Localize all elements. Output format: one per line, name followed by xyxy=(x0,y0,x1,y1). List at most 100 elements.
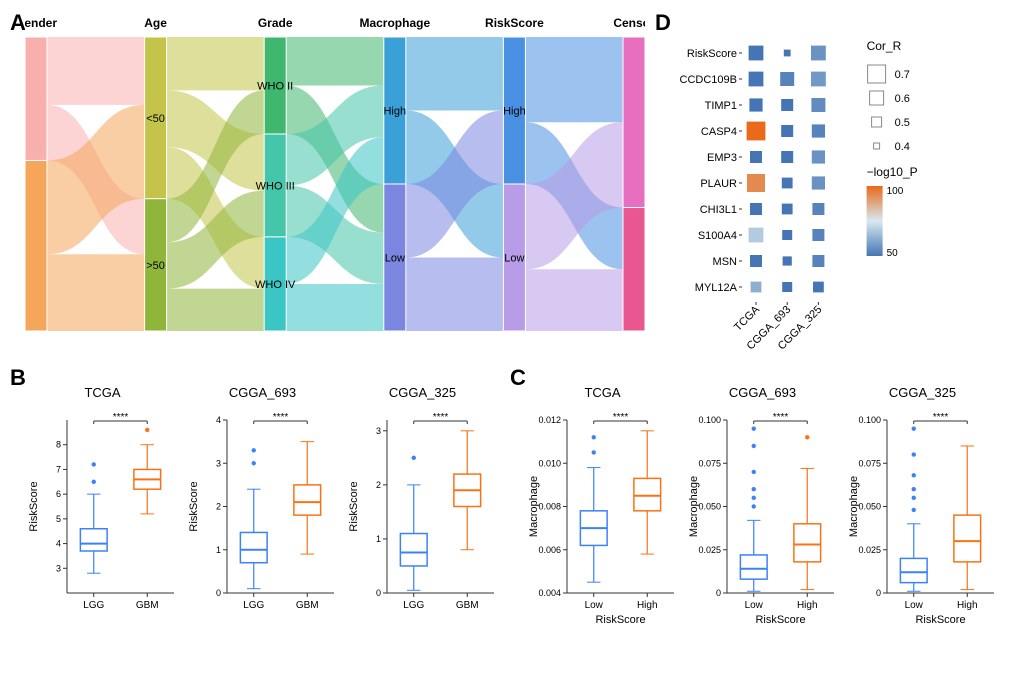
svg-text:0.075: 0.075 xyxy=(858,458,881,468)
svg-text:RiskScore: RiskScore xyxy=(188,481,200,531)
dotmatrix-container: RiskScoreCCDC109BTIMP1CASP4EMP3PLAURCHI3… xyxy=(665,30,1020,365)
svg-text:0.050: 0.050 xyxy=(698,502,721,512)
svg-text:0.7: 0.7 xyxy=(895,69,910,81)
boxplot: TCGA 0.004 0.006 0.008 0.010 0.012 Macrophage L… xyxy=(525,385,680,635)
svg-text:GBM: GBM xyxy=(296,600,319,611)
alluvial-cat-label: WHO III xyxy=(256,180,295,192)
svg-text:0.100: 0.100 xyxy=(858,415,881,425)
svg-text:Macrophage: Macrophage xyxy=(528,476,540,537)
svg-text:7: 7 xyxy=(56,464,61,474)
svg-text:0.008: 0.008 xyxy=(538,502,561,512)
svg-text:0.075: 0.075 xyxy=(698,458,721,468)
svg-text:Cor_R: Cor_R xyxy=(867,39,902,53)
svg-text:****: **** xyxy=(613,412,629,423)
svg-text:High: High xyxy=(797,600,818,611)
alluvial-svg: GenderFemaleMaleAge<50>50GradeWHO IIWHO … xyxy=(25,15,645,335)
svg-text:0.4: 0.4 xyxy=(895,141,910,153)
svg-text:LGG: LGG xyxy=(243,600,264,611)
svg-text:−log10_P: −log10_P xyxy=(867,165,918,179)
panel-c: C TCGA0.0040.0060.0080.0100.012Macrophag… xyxy=(510,365,1020,655)
alluvial-col-header: RiskScore xyxy=(485,16,544,30)
svg-text:5: 5 xyxy=(56,514,61,524)
svg-text:3: 3 xyxy=(376,426,381,436)
svg-text:RiskScore: RiskScore xyxy=(755,614,805,626)
svg-text:0: 0 xyxy=(376,588,381,598)
svg-text:****: **** xyxy=(773,412,789,423)
panel-c-row: TCGA 0.004 0.006 0.008 0.010 0.012 Macrophage L… xyxy=(525,385,1020,635)
panel-b: B TCGA345678RiskScoreLGGGBM****CGGA_6930… xyxy=(10,365,510,655)
svg-text:RiskScore: RiskScore xyxy=(595,614,645,626)
alluvial-cat-label: WHO II xyxy=(257,81,293,93)
svg-text:4: 4 xyxy=(216,415,221,425)
svg-text:0.004: 0.004 xyxy=(538,588,561,598)
boxplot-title: CGGA_693 xyxy=(685,385,840,400)
svg-text:0.050: 0.050 xyxy=(858,502,881,512)
boxplot: CGGA_3250123RiskScoreLGGGBM**** xyxy=(345,385,500,635)
boxplot: CGGA_69300.0250.0500.0750.100MacrophageL… xyxy=(685,385,840,635)
svg-text:1: 1 xyxy=(216,545,221,555)
svg-text:0: 0 xyxy=(716,588,721,598)
panel-d: D RiskScoreCCDC109BTIMP1CASP4EMP3PLAURCH… xyxy=(655,10,1020,360)
svg-text:****: **** xyxy=(433,412,449,423)
svg-text:High: High xyxy=(957,600,978,611)
svg-text:2: 2 xyxy=(216,502,221,512)
svg-text:****: **** xyxy=(273,412,289,423)
boxplot-svg: 00.0250.0500.0750.100MacrophageLowHighRi… xyxy=(685,402,840,627)
boxplot: CGGA_693 0 1 2 3 4 RiskScore LGG GBM **** xyxy=(185,385,340,635)
svg-text:0.025: 0.025 xyxy=(698,545,721,555)
alluvial-col-header: Censor xyxy=(613,16,645,30)
alluvial-container: GenderFemaleMaleAge<50>50GradeWHO IIWHO … xyxy=(25,15,645,335)
dm-row-label: EMP3 xyxy=(707,152,737,164)
panel-b-label: B xyxy=(10,365,26,391)
svg-text:Macrophage: Macrophage xyxy=(688,476,700,537)
dm-row-label: MSN xyxy=(713,256,738,268)
boxplot-svg: 0123RiskScoreLGGGBM**** xyxy=(345,402,500,627)
svg-text:Macrophage: Macrophage xyxy=(848,476,860,537)
boxplot-title: CGGA_325 xyxy=(845,385,1000,400)
svg-text:LGG: LGG xyxy=(83,600,104,611)
svg-text:0.012: 0.012 xyxy=(538,415,561,425)
alluvial-cat-label: WHO IV xyxy=(255,279,296,291)
boxplot-title: TCGA xyxy=(525,385,680,400)
boxplot-svg: 0 1 2 3 4 RiskScore LGG GBM **** xyxy=(185,402,340,627)
svg-text:2: 2 xyxy=(376,480,381,490)
svg-text:0: 0 xyxy=(216,588,221,598)
svg-text:0.006: 0.006 xyxy=(538,545,561,555)
dm-row-label: MYL12A xyxy=(695,282,738,294)
alluvial-cat-label: Low xyxy=(385,253,405,265)
svg-text:Low: Low xyxy=(585,600,604,611)
svg-text:0.6: 0.6 xyxy=(895,93,910,105)
svg-text:3: 3 xyxy=(216,458,221,468)
svg-text:0.025: 0.025 xyxy=(858,545,881,555)
svg-text:0.010: 0.010 xyxy=(538,458,561,468)
dm-row-label: TIMP1 xyxy=(705,100,737,112)
svg-text:6: 6 xyxy=(56,489,61,499)
svg-text:8: 8 xyxy=(56,440,61,450)
alluvial-col-header: Age xyxy=(144,16,167,30)
svg-text:****: **** xyxy=(933,412,949,423)
panel-a-label: A xyxy=(10,10,26,36)
alluvial-col-header: Grade xyxy=(258,16,293,30)
panel-a: A GenderFemaleMaleAge<50>50GradeWHO IIWH… xyxy=(10,10,650,360)
dm-row-label: PLAUR xyxy=(700,178,737,190)
dm-row-label: CHI3L1 xyxy=(700,204,737,216)
alluvial-cat-label: >50 xyxy=(146,260,165,272)
boxplot-title: CGGA_325 xyxy=(345,385,500,400)
svg-text:3: 3 xyxy=(56,563,61,573)
svg-text:Low: Low xyxy=(745,600,764,611)
svg-text:4: 4 xyxy=(56,539,61,549)
svg-text:****: **** xyxy=(113,412,129,423)
dm-row-label: S100A4 xyxy=(698,230,737,242)
svg-text:LGG: LGG xyxy=(403,600,424,611)
boxplot-svg: 0.004 0.006 0.008 0.010 0.012 Macrophage Low Hi… xyxy=(525,402,680,627)
svg-text:GBM: GBM xyxy=(456,600,479,611)
boxplot-title: CGGA_693 xyxy=(185,385,340,400)
boxplot: CGGA_32500.0250.0500.0750.100MacrophageL… xyxy=(845,385,1000,635)
alluvial-cat-label: <50 xyxy=(146,113,165,125)
boxplot-svg: 00.0250.0500.0750.100MacrophageLowHighRi… xyxy=(845,402,1000,627)
svg-text:1: 1 xyxy=(376,534,381,544)
svg-text:RiskScore: RiskScore xyxy=(915,614,965,626)
svg-text:High: High xyxy=(637,600,658,611)
svg-text:0.5: 0.5 xyxy=(895,117,910,129)
svg-text:0: 0 xyxy=(876,588,881,598)
